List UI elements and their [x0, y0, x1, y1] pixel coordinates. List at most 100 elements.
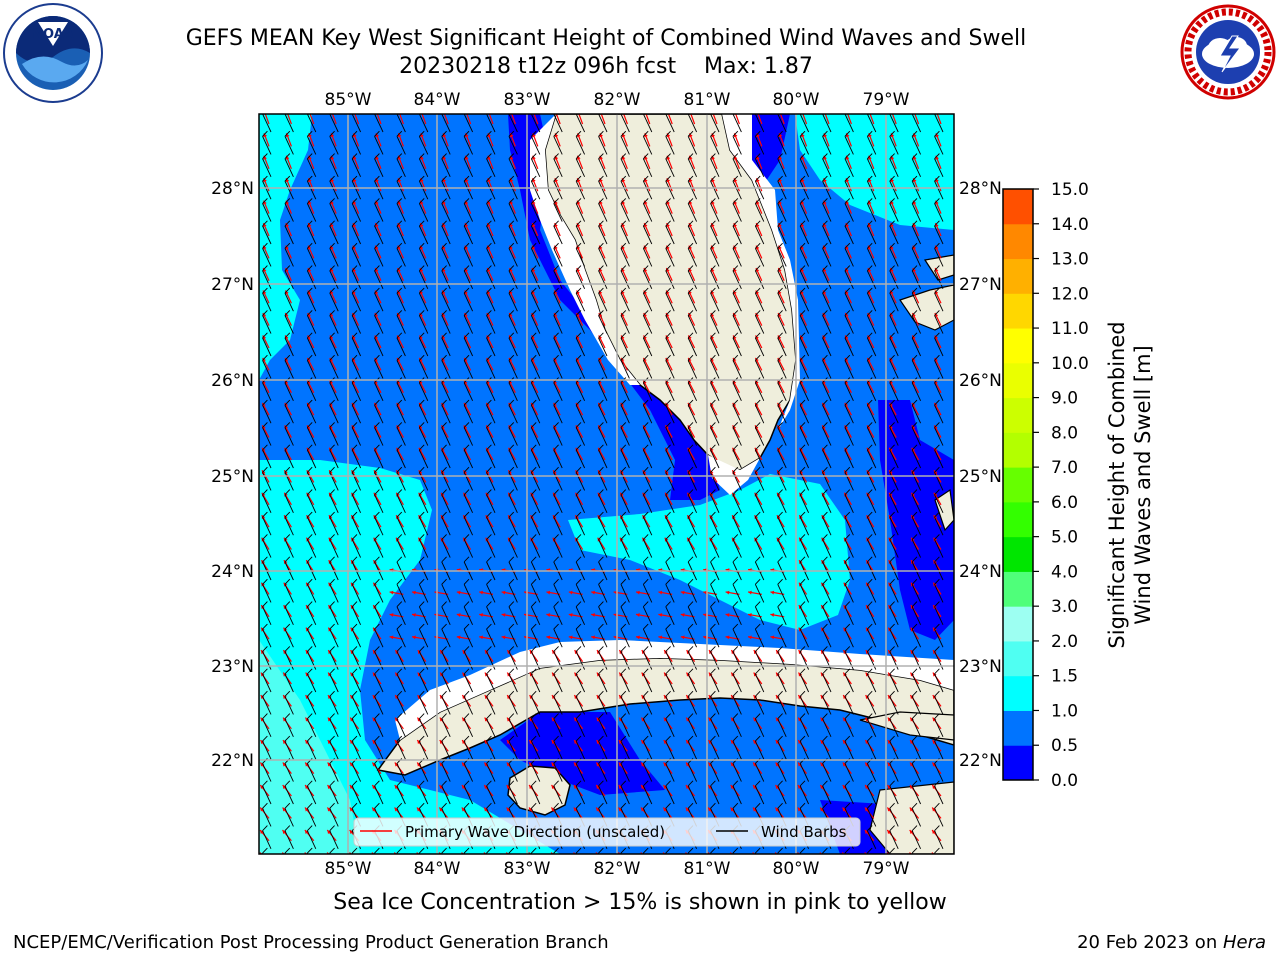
wind-barb-staff [934, 449, 944, 469]
wave-arrow-head [888, 560, 893, 565]
wind-barb-flag [351, 220, 358, 227]
wind-barb-staff [396, 203, 406, 222]
wind-barb-flag [307, 399, 313, 406]
wind-barb-flag [732, 646, 739, 652]
wind-barb-staff [351, 225, 362, 245]
wind-barb-staff [351, 628, 362, 648]
wind-barb-flag [396, 399, 403, 406]
wind-barb-flag [755, 489, 761, 495]
wind-barb-flag [598, 489, 604, 495]
wind-barb-staff [441, 404, 451, 424]
wind-barb-staff [553, 114, 563, 133]
wind-barb-staff [575, 225, 586, 245]
wind-barb-flag [844, 735, 851, 742]
wind-barb-staff [642, 270, 653, 289]
wind-barb-staff [553, 740, 563, 760]
wind-barb-flag [934, 310, 940, 316]
colorbar-segment [1003, 745, 1033, 781]
wind-barb-flag [396, 265, 403, 271]
wind-barb-staff [508, 337, 518, 357]
wave-arrow-head [888, 537, 893, 542]
wind-barb-flag [934, 690, 940, 697]
wind-barb-staff [396, 628, 406, 648]
wind-barb-flag [957, 109, 962, 114]
wind-barb-staff [799, 673, 810, 693]
wind-barb-flag [957, 826, 962, 831]
wave-arrow-head [372, 785, 376, 789]
wave-arrow-head [349, 807, 354, 812]
wind-barb-flag [755, 466, 761, 473]
wind-barb-flag [553, 690, 559, 697]
wind-barb-staff [374, 785, 384, 805]
wind-barb-staff [687, 606, 698, 625]
wind-barb-flag [822, 153, 828, 159]
wind-barb-flag [799, 153, 806, 159]
wind-barb-staff [687, 337, 698, 357]
wave-arrow-head [260, 762, 265, 767]
wind-barb-staff [732, 852, 734, 854]
wind-barb-staff [620, 427, 630, 446]
wind-barb-flag [531, 265, 537, 271]
wind-barb-staff [598, 516, 608, 536]
wind-barb-flag [844, 354, 851, 361]
wind-barb-flag [307, 332, 313, 339]
wind-barb-staff [329, 315, 339, 334]
wave-arrow [955, 740, 963, 751]
wind-barb-flag [755, 354, 761, 361]
wind-barb-flag [665, 287, 671, 294]
wind-barb-staff [575, 785, 586, 805]
wind-barb-flag [463, 668, 470, 675]
wind-barb-flag [934, 444, 940, 451]
wind-barb-flag [463, 354, 470, 361]
wind-barb-flag [262, 175, 268, 182]
wave-arrow [869, 114, 875, 125]
wind-barb-flag [822, 130, 828, 137]
wind-barb-staff [530, 114, 541, 133]
colorbar-tick-label: 11.0 [1051, 319, 1089, 339]
wind-barb-flag [486, 780, 492, 787]
wind-barb-staff [889, 449, 899, 469]
wind-barb-flag [284, 556, 291, 563]
wave-arrow-head [506, 807, 511, 812]
wind-barb-staff [441, 337, 451, 357]
wave-contour-west [259, 114, 312, 380]
wind-barb-flag [329, 601, 335, 607]
wind-barb-flag [463, 175, 470, 182]
wave-arrow-head [958, 111, 962, 115]
wave-arrow-head [663, 740, 668, 745]
wind-barb-staff [508, 315, 518, 334]
lon-label: 81°W [684, 859, 731, 879]
wave-arrow [958, 201, 963, 214]
wind-barb-staff [934, 337, 944, 357]
wind-barb-staff [934, 203, 944, 222]
wind-barb-flag [307, 265, 313, 271]
wind-barb-flag [687, 242, 694, 249]
wind-barb-flag [441, 287, 447, 294]
wind-barb-staff [575, 180, 586, 200]
wave-arrow-head [887, 807, 892, 812]
wave-arrow-head [596, 807, 600, 812]
wind-barb-flag [351, 623, 358, 630]
wind-barb-flag [374, 802, 380, 809]
wind-barb-flag [351, 601, 358, 607]
wave-arrow-head [546, 590, 551, 595]
wave-arrow [757, 114, 763, 125]
wind-barb-staff [844, 180, 854, 200]
wind-barb-flag [396, 220, 403, 227]
wind-barb-staff [598, 539, 608, 558]
wind-barb-flag [463, 690, 470, 697]
wind-barb-flag [598, 713, 604, 719]
wind-barb-flag [374, 646, 380, 652]
wind-barb-staff [486, 114, 496, 133]
wind-barb-flag [508, 780, 515, 787]
wave-arrow [309, 114, 315, 125]
wave-arrow-head [389, 590, 394, 595]
wind-barb-flag [889, 265, 895, 271]
wind-barb-flag [598, 578, 604, 585]
wave-arrow-head [663, 807, 668, 812]
wind-barb-staff [463, 718, 474, 737]
wind-barb-flag [486, 578, 492, 585]
wind-barb-staff [553, 539, 563, 558]
wind-barb-flag [441, 399, 447, 406]
wind-barb-flag [553, 466, 559, 473]
